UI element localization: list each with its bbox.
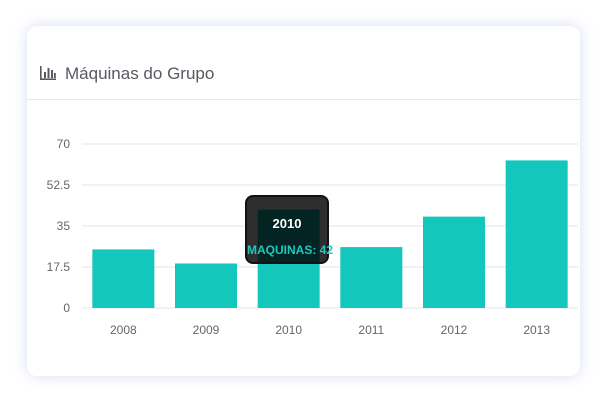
y-tick-label: 17.5 [47, 260, 71, 274]
bar-2012[interactable] [423, 216, 485, 308]
y-tick-label: 35 [57, 219, 71, 233]
x-tick-label: 2010 [275, 323, 302, 337]
bar-2008[interactable] [92, 249, 155, 308]
x-tick-label: 2009 [193, 323, 220, 337]
x-tick-label: 2013 [523, 323, 550, 337]
tooltip-value: MAQUINAS: 42 [247, 243, 334, 257]
chart-title: Máquinas do Grupo [65, 64, 215, 83]
x-tick-label: 2011 [358, 323, 384, 337]
y-tick-label: 0 [63, 301, 70, 315]
tooltip-title: 2010 [272, 216, 302, 231]
y-tick-label: 52.5 [47, 178, 71, 192]
bar-2013[interactable] [505, 160, 568, 308]
card-header: Máquinas do Grupo [27, 26, 580, 100]
x-tick-label: 2012 [441, 323, 468, 337]
bar-chart-icon [40, 66, 56, 80]
bar-2011[interactable] [340, 247, 403, 308]
bar-2009[interactable] [175, 263, 237, 308]
chart-tooltip: 2010 MAQUINAS: 42 [245, 195, 334, 264]
x-tick-label: 2008 [110, 323, 137, 337]
y-tick-label: 70 [57, 137, 71, 151]
